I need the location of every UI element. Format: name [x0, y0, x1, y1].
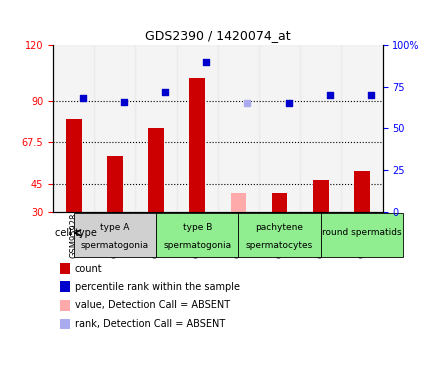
Text: round spermatids: round spermatids	[322, 228, 402, 237]
Text: rank, Detection Call = ABSENT: rank, Detection Call = ABSENT	[74, 319, 225, 329]
Bar	[177, 45, 218, 211]
Bar	[60, 300, 70, 310]
Bar	[190, 78, 205, 212]
Text: value, Detection Call = ABSENT: value, Detection Call = ABSENT	[74, 300, 230, 310]
Bar	[313, 180, 329, 212]
Bar	[259, 45, 300, 211]
Title: GDS2390 / 1420074_at: GDS2390 / 1420074_at	[145, 30, 291, 42]
Bar	[231, 193, 246, 211]
Text: pachytene: pachytene	[255, 224, 303, 232]
FancyBboxPatch shape	[74, 213, 156, 257]
Text: type A: type A	[100, 224, 130, 232]
Bar	[66, 119, 82, 211]
Point	[368, 92, 374, 98]
Text: spermatogonia: spermatogonia	[163, 241, 231, 250]
Text: count: count	[74, 264, 102, 273]
Bar	[218, 45, 259, 211]
Bar	[354, 171, 370, 211]
Bar	[94, 45, 136, 211]
Bar	[60, 263, 70, 274]
Point	[79, 95, 86, 101]
Bar	[53, 45, 94, 211]
Bar	[148, 128, 164, 211]
Bar	[136, 45, 177, 211]
Bar	[300, 45, 341, 211]
Bar	[107, 156, 123, 212]
Point	[285, 100, 292, 106]
FancyBboxPatch shape	[321, 213, 403, 257]
Point	[244, 100, 251, 106]
FancyBboxPatch shape	[238, 213, 321, 257]
Text: spermatocytes: spermatocytes	[246, 241, 313, 250]
Point	[326, 92, 333, 98]
Point	[203, 58, 210, 64]
Bar	[60, 319, 70, 329]
Bar	[60, 281, 70, 292]
FancyBboxPatch shape	[156, 213, 238, 257]
Text: spermatogonia: spermatogonia	[81, 241, 149, 250]
Point	[162, 88, 168, 94]
Bar	[272, 193, 287, 211]
Text: type B: type B	[183, 224, 212, 232]
Text: cell type: cell type	[55, 228, 96, 238]
Bar	[341, 45, 382, 211]
Text: percentile rank within the sample: percentile rank within the sample	[74, 282, 240, 291]
Point	[121, 99, 128, 105]
